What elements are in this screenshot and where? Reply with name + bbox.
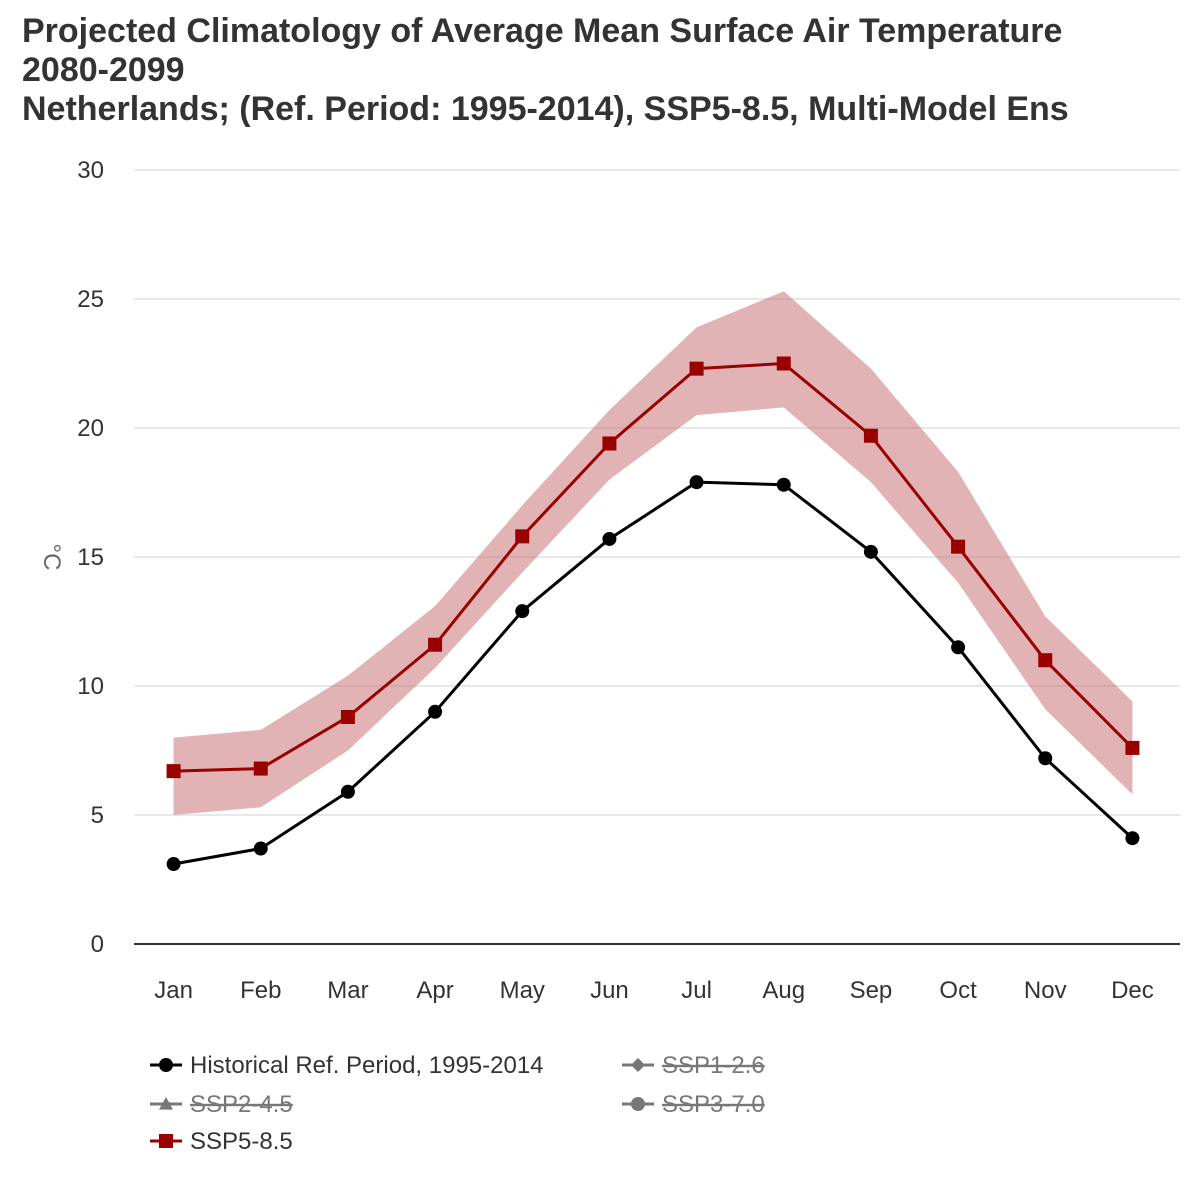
data-point — [689, 361, 704, 376]
legend-item[interactable]: SSP5-8.5 — [150, 1128, 293, 1155]
data-point — [253, 761, 268, 776]
data-point — [863, 428, 878, 443]
legend-label: SSP3-7.0 — [662, 1091, 765, 1118]
data-point — [951, 539, 966, 554]
data-point — [776, 356, 791, 371]
y-tick-label: 10 — [77, 673, 104, 700]
data-point — [776, 477, 791, 492]
x-tick-label: Jul — [681, 977, 712, 1004]
x-axis-ticks: Jan Feb Mar Apr May Jun Jul Aug Sep Oct Nov Dec — [154, 977, 1154, 1004]
x-tick-label: Feb — [240, 977, 281, 1004]
y-tick-label: 20 — [77, 415, 104, 442]
x-tick-label: May — [500, 977, 545, 1004]
legend-marker — [631, 1058, 645, 1072]
x-tick-label: Oct — [939, 977, 977, 1004]
series-line — [173, 480, 1134, 866]
x-tick-label: Sep — [850, 977, 893, 1004]
data-point — [1038, 751, 1053, 766]
y-tick-label: 0 — [91, 931, 104, 958]
data-point — [1038, 653, 1053, 668]
data-point — [428, 637, 443, 652]
legend: Historical Ref. Period, 1995-2014 SSP1-2.… — [150, 1052, 765, 1155]
data-point — [1125, 831, 1140, 846]
legend-item[interactable]: SSP1-2.6 — [622, 1052, 765, 1079]
data-point — [602, 531, 617, 546]
legend-item[interactable]: SSP2-4.5 — [150, 1091, 293, 1118]
x-tick-label: Aug — [762, 977, 805, 1004]
title-line-1: Projected Climatology of Average Mean Su… — [22, 12, 1063, 50]
x-tick-label: Nov — [1024, 977, 1067, 1004]
data-point — [166, 764, 181, 779]
y-tick-label: 5 — [91, 802, 104, 829]
data-point — [428, 704, 443, 719]
x-tick-label: Apr — [416, 977, 453, 1004]
title-line-3: Netherlands; (Ref. Period: 1995-2014), S… — [22, 90, 1069, 128]
title-line-2: 2080-2099 — [22, 51, 185, 89]
range-band — [173, 291, 1133, 815]
y-axis-ticks: 0 5 10 15 20 25 30 — [77, 157, 104, 958]
legend-marker — [159, 1058, 173, 1072]
data-point — [863, 544, 878, 559]
data-point — [515, 604, 530, 619]
range-bands — [173, 291, 1133, 815]
y-axis-title: °C — [38, 544, 65, 571]
legend-marker — [631, 1097, 645, 1111]
series-markers — [166, 356, 1140, 872]
data-point — [1125, 740, 1140, 755]
x-tick-label: Mar — [327, 977, 368, 1004]
data-point — [951, 640, 966, 655]
data-point — [340, 784, 355, 799]
series-lines — [173, 362, 1134, 866]
y-tick-label: 15 — [77, 544, 104, 571]
legend-marker — [159, 1097, 173, 1110]
y-tick-label: 30 — [77, 157, 104, 184]
x-tick-label: Dec — [1111, 977, 1154, 1004]
legend-label: SSP5-8.5 — [190, 1128, 293, 1155]
y-tick-label: 25 — [77, 286, 104, 313]
series-line — [173, 362, 1134, 773]
data-point — [689, 475, 704, 490]
data-point — [253, 841, 268, 856]
data-point — [340, 709, 355, 724]
legend-item[interactable]: SSP3-7.0 — [622, 1091, 765, 1118]
data-point — [515, 529, 530, 544]
x-tick-label: Jan — [154, 977, 193, 1004]
data-point — [602, 436, 617, 451]
legend-label: Historical Ref. Period, 1995-2014 — [190, 1052, 544, 1079]
x-tick-label: Jun — [590, 977, 629, 1004]
legend-marker — [159, 1134, 173, 1148]
data-point — [166, 857, 181, 872]
legend-label: SSP1-2.6 — [662, 1052, 765, 1079]
chart-title: Projected Climatology of Average Mean Su… — [22, 12, 1069, 129]
legend-item[interactable]: Historical Ref. Period, 1995-2014 — [150, 1052, 544, 1079]
legend-label: SSP2-4.5 — [190, 1091, 293, 1118]
